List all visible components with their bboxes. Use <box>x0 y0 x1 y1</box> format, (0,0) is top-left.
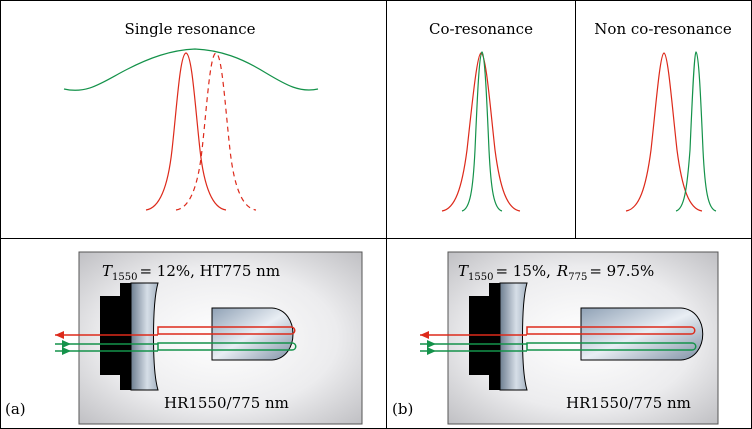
non-co-resonance-red <box>625 52 703 212</box>
beams-b <box>420 326 697 355</box>
cavity-a-spec: T1550 = 12%, HT775 nm <box>102 262 280 283</box>
cavity-b: T1550 = 15%, R775 = 97.5% HR1550/775 nm <box>420 251 719 425</box>
co-resonance-red <box>441 52 521 212</box>
non-co-resonance-title: Non co-resonance <box>594 20 732 38</box>
red-intracavity-loop-a <box>157 326 296 335</box>
single-resonance-title: Single resonance <box>124 20 255 38</box>
co-resonance-plot <box>441 51 521 212</box>
cavity-b-coating: HR1550/775 nm <box>566 394 691 412</box>
single-resonance-plot <box>63 48 319 211</box>
non-co-resonance-plot <box>625 51 717 212</box>
panel-a-label: (a) <box>5 400 26 418</box>
co-resonance-title: Co-resonance <box>429 20 533 38</box>
cavity-a: T1550 = 12%, HT775 nm HR1550/775 nm <box>55 251 363 425</box>
curved-mirror-b <box>499 282 528 391</box>
co-resonance-green <box>461 51 503 212</box>
curved-mirror-a <box>130 282 159 391</box>
green-intracavity-loop-a <box>157 342 297 351</box>
cavity-b-spec: T1550 = 15%, R775 = 97.5% <box>458 262 654 283</box>
panel-b-label: (b) <box>392 400 413 418</box>
non-co-resonance-green <box>675 51 717 212</box>
green-intracavity-loop-b <box>526 342 697 351</box>
beams-a <box>55 326 297 355</box>
cavity-a-coating: HR1550/775 nm <box>164 394 289 412</box>
red-resonance-solid <box>145 52 227 211</box>
red-intracavity-loop-b <box>526 326 696 335</box>
broad-green-resonance <box>63 48 319 91</box>
red-resonance-dashed <box>175 52 257 211</box>
